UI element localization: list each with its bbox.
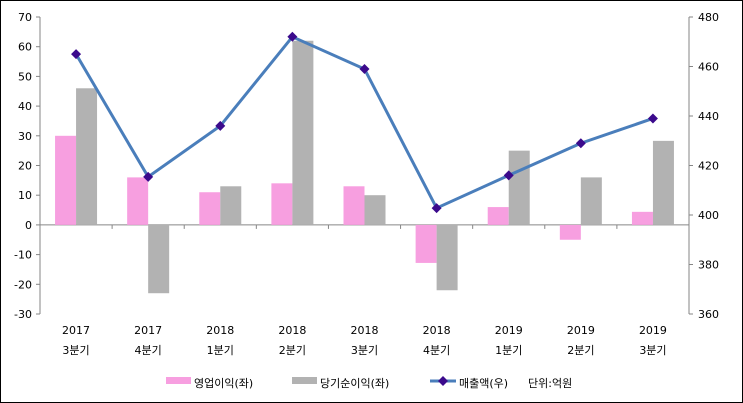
x-tick-label-year: 2018 <box>206 324 234 337</box>
bar-net-income <box>220 186 242 225</box>
bar-net-income <box>580 177 602 225</box>
bar-operating-profit <box>271 183 293 225</box>
line-point <box>503 170 514 181</box>
left-tick-label: 10 <box>18 189 32 202</box>
right-tick-label: 400 <box>698 209 719 222</box>
x-tick-label-year: 2019 <box>567 324 595 337</box>
left-tick-label: 20 <box>18 160 32 173</box>
legend-swatch-net-income <box>292 377 317 384</box>
legend-unit-note: 단위:억원 <box>528 377 572 390</box>
bar-operating-profit <box>199 192 221 225</box>
legend-label-operating-profit: 영업이익(좌) <box>194 377 253 390</box>
left-tick-label: 70 <box>18 11 32 24</box>
bar-operating-profit <box>127 177 149 225</box>
legend-swatch-operating-profit <box>166 377 191 384</box>
x-tick-label-year: 2017 <box>134 324 162 337</box>
line-point <box>287 31 298 42</box>
x-tick-label-year: 2018 <box>423 324 451 337</box>
left-tick-label: 40 <box>18 100 32 113</box>
line-point <box>575 138 586 149</box>
right-tick-label: 440 <box>698 110 719 123</box>
left-tick-label: -20 <box>14 278 32 291</box>
bar-operating-profit <box>559 224 581 240</box>
bar-operating-profit <box>415 224 437 263</box>
bar-operating-profit <box>487 207 509 225</box>
right-tick-label: 420 <box>698 160 719 173</box>
line-point <box>215 120 226 131</box>
right-tick-label: 380 <box>698 259 719 272</box>
bar-net-income <box>148 224 170 294</box>
x-tick-label-quarter: 3분기 <box>62 344 89 357</box>
left-tick-label: 30 <box>18 130 32 143</box>
bar-operating-profit <box>55 135 77 225</box>
right-tick-label: 460 <box>698 61 719 74</box>
legend-label-net-income: 당기순이익(좌) <box>320 377 389 390</box>
line-point <box>647 113 658 124</box>
x-tick-label-year: 2018 <box>351 324 379 337</box>
x-tick-label-quarter: 4분기 <box>423 344 450 357</box>
left-tick-label: -30 <box>14 308 32 321</box>
x-tick-label-quarter: 1분기 <box>495 344 522 357</box>
line-point <box>143 171 154 182</box>
bar-operating-profit <box>631 211 653 225</box>
x-tick-label-year: 2018 <box>278 324 306 337</box>
x-tick-label-year: 2019 <box>639 324 667 337</box>
left-tick-label: 0 <box>25 219 32 232</box>
bar-net-income <box>76 88 98 225</box>
bar-net-income <box>364 195 386 225</box>
x-tick-label-quarter: 2분기 <box>567 344 594 357</box>
x-tick-label-quarter: 3분기 <box>351 344 378 357</box>
bar-net-income <box>292 40 314 225</box>
x-tick-label-year: 2019 <box>495 324 523 337</box>
line-revenue <box>74 34 654 211</box>
bar-net-income <box>652 140 674 225</box>
bar-net-income <box>508 150 530 225</box>
bar-operating-profit <box>343 186 365 225</box>
right-tick-label: 360 <box>698 308 719 321</box>
legend-marker-revenue <box>438 376 448 386</box>
x-tick-label-year: 2017 <box>62 324 90 337</box>
x-tick-label-quarter: 2분기 <box>279 344 306 357</box>
line-point <box>71 49 82 60</box>
line-point <box>431 203 442 214</box>
line-point <box>359 63 370 74</box>
x-tick-label-quarter: 1분기 <box>207 344 234 357</box>
left-tick-label: 60 <box>18 41 32 54</box>
legend-label-revenue: 매출액(우) <box>459 377 508 390</box>
left-tick-label: 50 <box>18 70 32 83</box>
x-tick-label-quarter: 4분기 <box>135 344 162 357</box>
right-tick-label: 480 <box>698 11 719 24</box>
x-tick-label-quarter: 3분기 <box>639 344 666 357</box>
left-tick-label: -10 <box>14 249 32 262</box>
bar-net-income <box>436 224 458 291</box>
